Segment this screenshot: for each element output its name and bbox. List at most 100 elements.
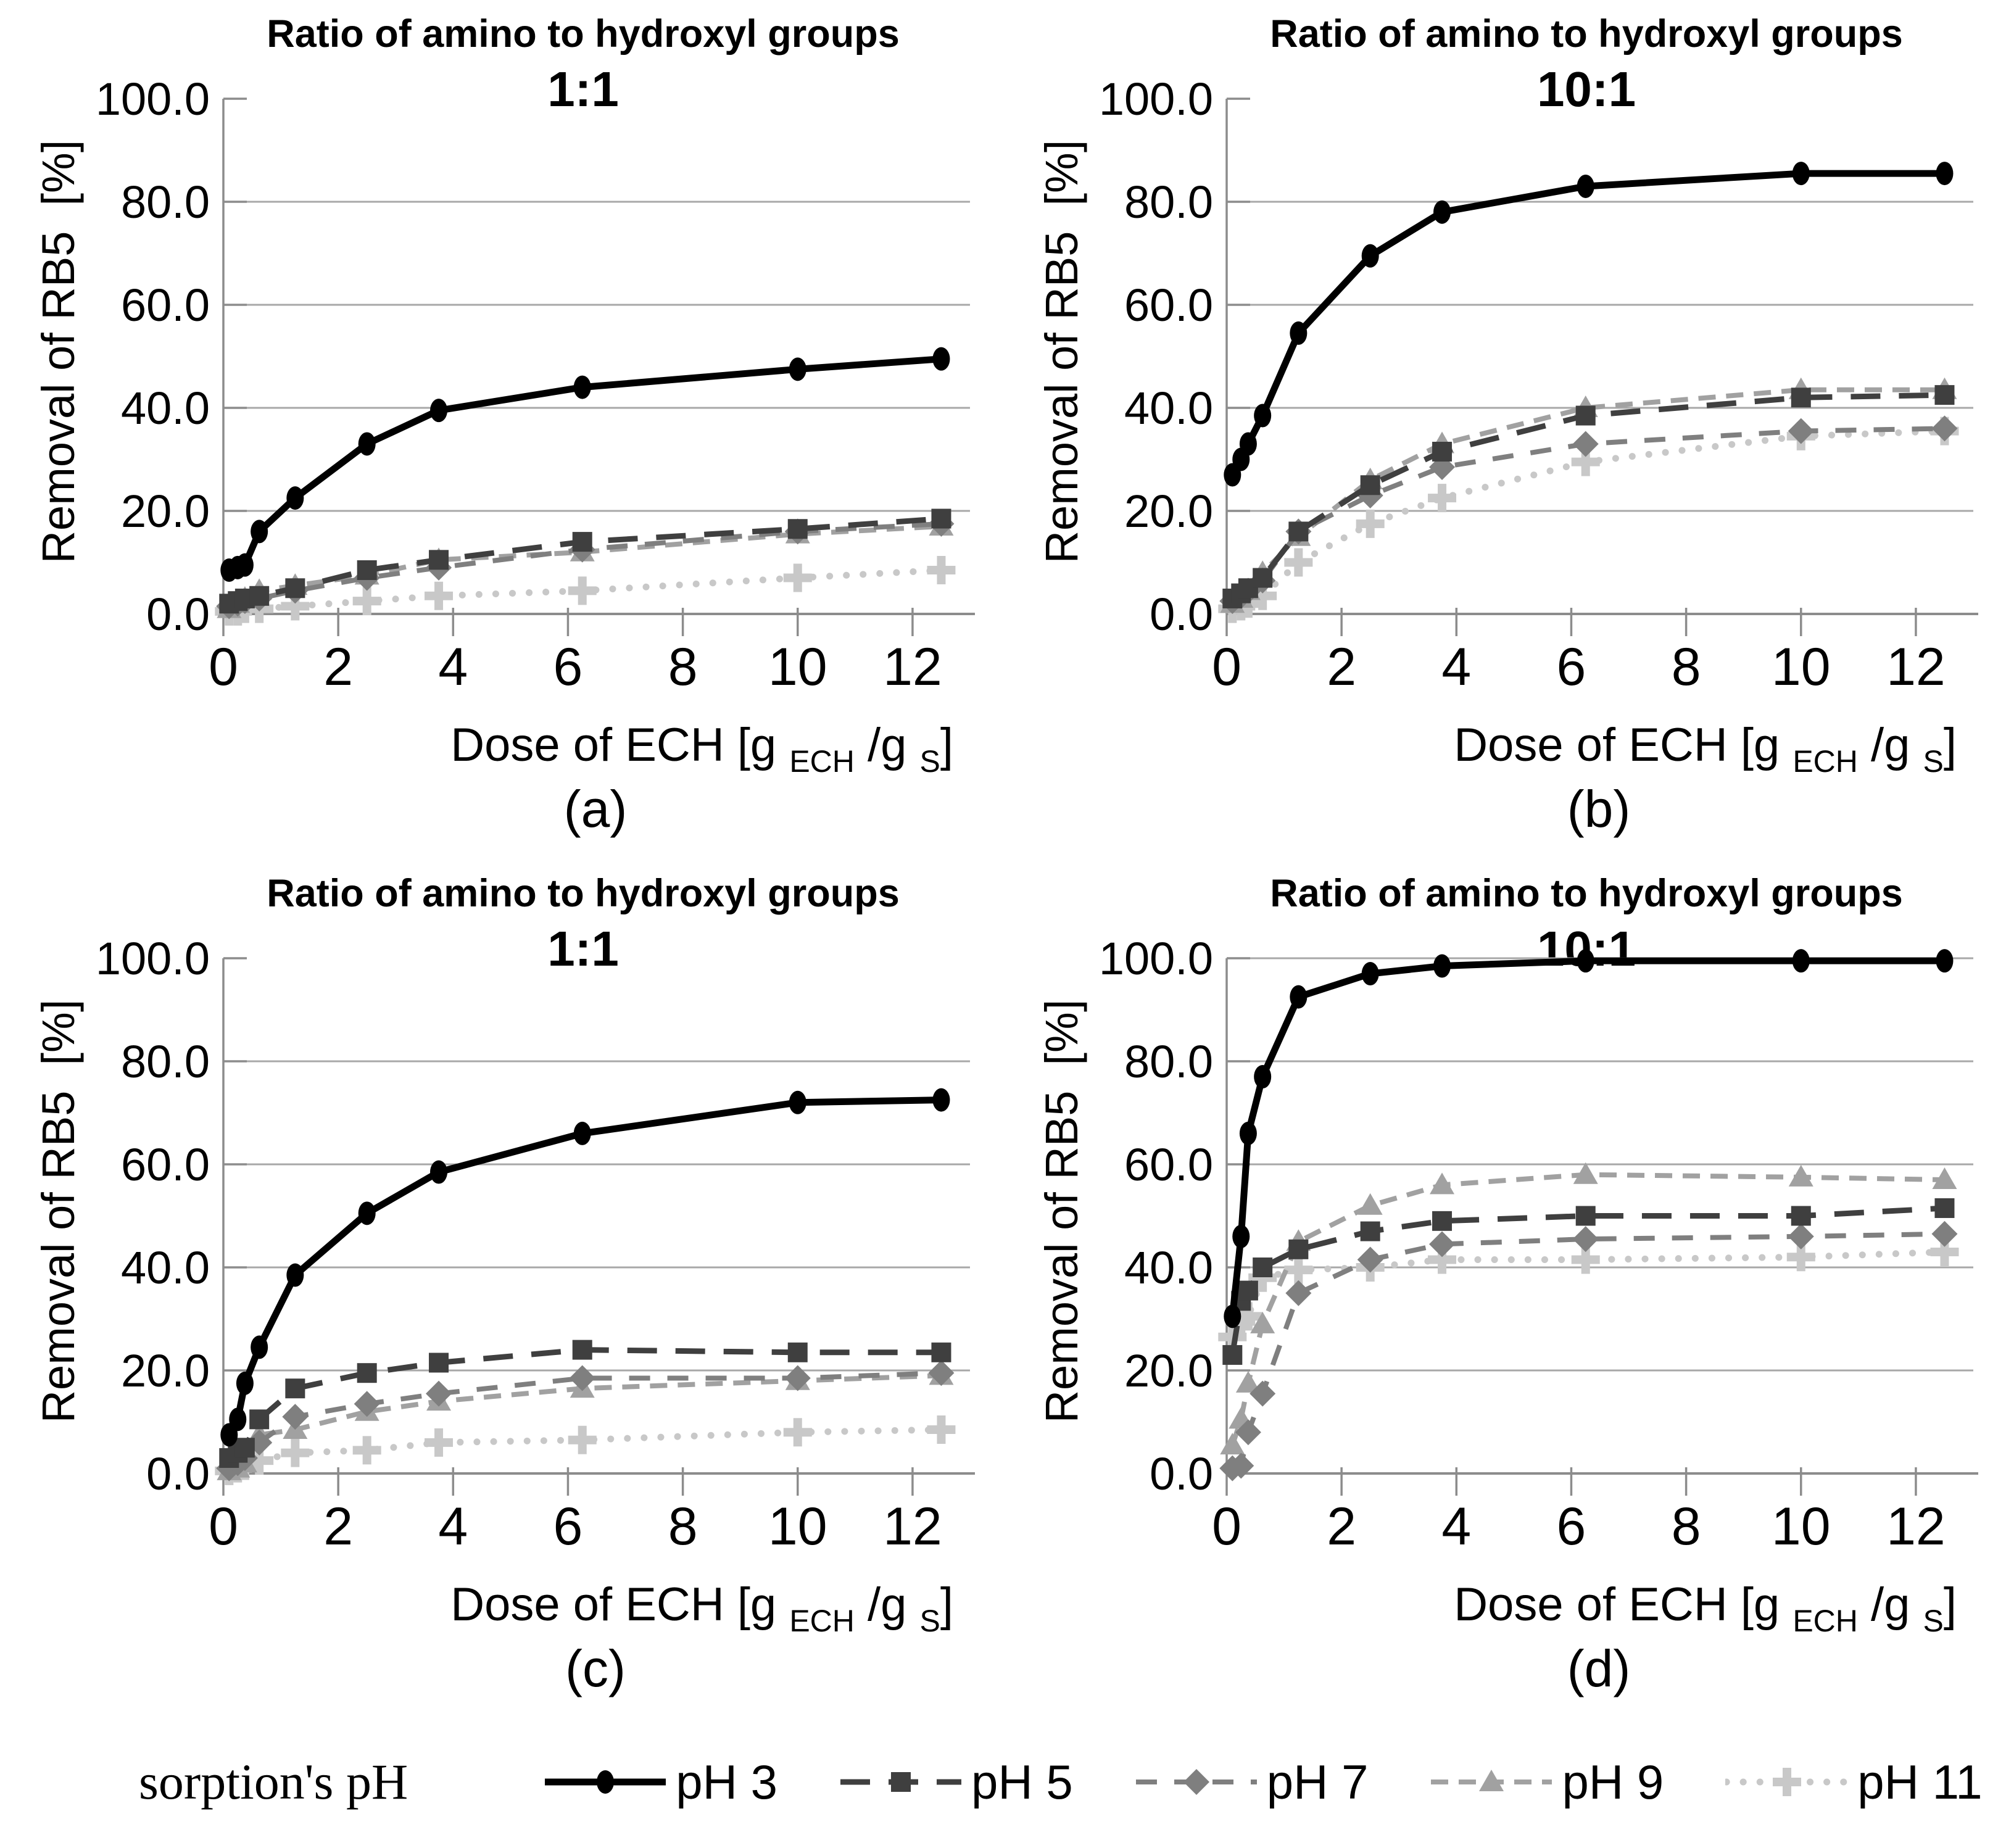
y-tick-label: 20.0 <box>121 486 210 537</box>
y-tick-label: 0.0 <box>146 589 210 640</box>
diamond-marker <box>1572 1226 1599 1253</box>
triangle-marker <box>1357 1193 1383 1215</box>
diamond-marker <box>1931 415 1958 442</box>
circle-marker <box>573 1121 591 1145</box>
x-tick-label: 4 <box>1441 637 1471 697</box>
square-marker <box>890 1772 911 1792</box>
circle-marker <box>1254 404 1272 428</box>
circle-marker <box>789 357 806 381</box>
chart-subtitle: 1:1 <box>547 921 619 976</box>
triangle-marker <box>1479 1770 1504 1791</box>
plus-marker <box>352 1436 381 1465</box>
circle-marker <box>1936 949 1954 973</box>
legend-item-label: pH 9 <box>1562 1754 1664 1809</box>
circle-marker <box>1239 432 1257 456</box>
x-tick-label: 0 <box>209 637 238 697</box>
square-marker <box>249 586 270 606</box>
circle-marker <box>597 1770 615 1794</box>
circle-marker <box>1290 985 1308 1009</box>
square-marker <box>1360 475 1380 495</box>
chart-subtitle: 10:1 <box>1536 62 1636 117</box>
x-axis-ticks: 0 2 4 6 8 10 12 <box>209 608 942 697</box>
square-marker <box>1253 1258 1273 1277</box>
x-tick-label: 4 <box>1441 1497 1471 1556</box>
y-tick-label: 100.0 <box>96 73 210 125</box>
diamond-marker <box>426 1380 452 1407</box>
y-tick-label: 40.0 <box>121 1242 210 1293</box>
circle-marker <box>286 486 304 510</box>
diamond-marker <box>1788 418 1814 444</box>
square-marker <box>285 1378 305 1399</box>
square-marker <box>1575 1206 1596 1226</box>
square-marker <box>1791 387 1811 408</box>
x-tick-label: 0 <box>1212 1497 1241 1556</box>
legend-item-ph7: pH 7 <box>1135 1754 1368 1810</box>
x-tick-label: 10 <box>1772 1497 1831 1556</box>
diamond-marker <box>1429 1231 1456 1258</box>
square-marker <box>1288 1239 1309 1259</box>
plus-marker <box>425 1428 454 1457</box>
square-marker <box>1432 441 1453 462</box>
circle-marker <box>1577 949 1594 973</box>
diamond-marker <box>1228 1452 1254 1479</box>
x-tick-label: 6 <box>553 1497 583 1556</box>
series-line <box>225 566 945 615</box>
x-tick-label: 12 <box>883 1497 942 1556</box>
plus-marker <box>1233 1302 1262 1331</box>
circle-marker <box>1936 162 1954 186</box>
x-tick-label: 12 <box>1886 1497 1946 1556</box>
legend-heading: sorption's pH <box>139 1754 408 1810</box>
square-marker <box>1791 1206 1811 1226</box>
legend-item-label: pH 11 <box>1857 1754 1983 1809</box>
circle-marker <box>1254 1065 1272 1089</box>
diamond-marker <box>1285 1280 1312 1306</box>
square-marker <box>787 1342 808 1362</box>
circle-marker <box>236 1371 254 1395</box>
legend-line-sample <box>1725 1768 1849 1796</box>
plus-marker <box>1571 447 1600 476</box>
plus-marker <box>1248 1263 1277 1292</box>
circle-marker <box>430 399 448 423</box>
square-marker <box>429 1353 449 1373</box>
square-marker <box>572 532 592 552</box>
series-line <box>1232 1231 1945 1471</box>
plus-marker <box>1218 1322 1247 1351</box>
y-tick-label: 100.0 <box>1099 73 1213 125</box>
plus-marker <box>281 1438 310 1467</box>
series-ph-5 <box>1222 385 1955 608</box>
plot-area: 0.0 20.0 40.0 60.0 80.0 100.0 0 2 4 6 8 10 12 Dose of… <box>96 933 975 1638</box>
triangle-marker <box>1235 1370 1261 1393</box>
square-marker <box>1934 385 1955 405</box>
circle-marker <box>1792 162 1810 186</box>
square-marker <box>249 1409 270 1430</box>
circle-marker <box>573 375 591 399</box>
plot-area: 0.0 20.0 40.0 60.0 80.0 100.0 0 2 4 6 8 10 12 Dose of… <box>96 73 975 779</box>
x-axis-label: Dose of ECH [g ECH /g S] <box>1454 1578 1957 1638</box>
circle-marker <box>789 1090 806 1114</box>
y-tick-label: 40.0 <box>1124 1242 1213 1293</box>
plus-marker <box>425 581 454 610</box>
legend: sorption's pH pH 3 pH 5 pH 7 pH 9 pH 11 <box>0 1733 2006 1831</box>
plus-marker <box>1284 548 1313 577</box>
x-tick-label: 10 <box>1772 637 1831 697</box>
x-tick-label: 8 <box>668 637 698 697</box>
plus-marker <box>927 1415 956 1444</box>
plus-marker <box>1227 1307 1256 1336</box>
x-tick-label: 8 <box>668 1497 698 1556</box>
series-ph-3 <box>1224 162 1954 487</box>
y-tick-label: 80.0 <box>1124 1036 1213 1087</box>
y-tick-label: 60.0 <box>121 280 210 331</box>
x-tick-label: 4 <box>438 1497 468 1556</box>
x-axis-label: Dose of ECH [g ECH /g S] <box>450 719 953 779</box>
y-tick-label: 0.0 <box>1150 1448 1213 1499</box>
triangle-marker <box>1220 1433 1245 1455</box>
diamond-marker <box>1572 431 1599 457</box>
plus-marker <box>783 563 812 592</box>
square-marker <box>1288 521 1309 542</box>
legend-item-ph11: pH 11 <box>1725 1754 1983 1810</box>
circle-marker <box>229 1407 247 1432</box>
x-tick-label: 8 <box>1672 1497 1701 1556</box>
y-axis-ticks: 0.0 20.0 40.0 60.0 80.0 100.0 <box>96 73 247 640</box>
x-tick-label: 2 <box>323 1497 353 1556</box>
